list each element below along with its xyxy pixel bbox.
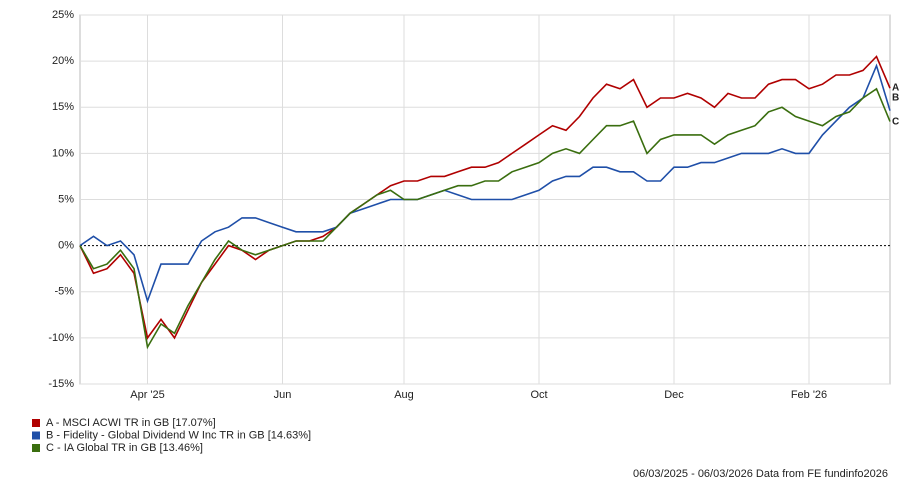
y-tick-label: -15% (48, 378, 74, 390)
footer: 06/03/2025 - 06/03/2026 Data from FE fun… (633, 468, 888, 480)
x-tick-label: Apr '25 (130, 389, 165, 401)
legend-swatch (32, 444, 40, 452)
y-tick-label: -10% (48, 332, 74, 344)
x-tick-label: Jun (274, 389, 292, 401)
y-tick-label: 20% (52, 55, 74, 67)
legend-label: B - Fidelity - Global Dividend W Inc TR … (46, 429, 311, 441)
legend-label: C - IA Global TR in GB [13.46%] (46, 442, 203, 454)
legend-swatch (32, 419, 40, 427)
series-tag: A (892, 83, 899, 94)
series-tag: B (892, 93, 899, 104)
series-line (79, 87, 891, 350)
x-tick-label: Oct (530, 389, 547, 401)
y-tick-label: 25% (52, 9, 74, 21)
y-tick-label: 5% (58, 193, 74, 205)
y-tick-label: 15% (52, 101, 74, 113)
x-tick-label: Feb '26 (791, 389, 827, 401)
y-tick-label: 10% (52, 147, 74, 159)
legend-swatch (32, 431, 40, 440)
series-line (79, 63, 891, 304)
y-tick-label: -5% (54, 286, 74, 298)
x-tick-label: Aug (394, 389, 414, 401)
y-tick-label: 0% (58, 240, 74, 252)
legend-label: A - MSCI ACWI TR in GB [17.07%] (46, 417, 216, 429)
x-tick-label: Dec (664, 389, 684, 401)
series-line (79, 55, 891, 340)
series-tag: C (892, 117, 899, 128)
